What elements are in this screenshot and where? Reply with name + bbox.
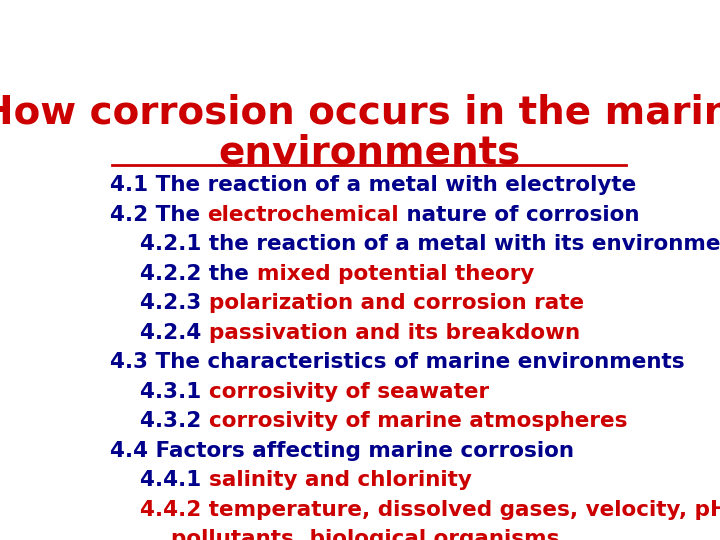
Text: 4.4 Factors affecting marine corrosion: 4.4 Factors affecting marine corrosion [109, 441, 574, 461]
Text: salinity and chlorinity: salinity and chlorinity [209, 470, 472, 490]
Text: corrosivity of marine atmospheres: corrosivity of marine atmospheres [209, 411, 627, 431]
Text: mixed potential theory: mixed potential theory [256, 264, 534, 284]
Text: passivation and its breakdown: passivation and its breakdown [209, 322, 580, 342]
Text: 4.2.2 the: 4.2.2 the [140, 264, 256, 284]
Text: 4.1 The reaction of a metal with electrolyte: 4.1 The reaction of a metal with electro… [109, 175, 636, 195]
Text: 4.2.1 the reaction of a metal with its environment: 4.2.1 the reaction of a metal with its e… [140, 234, 720, 254]
Text: 4.2.4: 4.2.4 [140, 322, 209, 342]
Text: polarization and corrosion rate: polarization and corrosion rate [209, 293, 584, 313]
Text: 4.3.1: 4.3.1 [140, 382, 209, 402]
Text: nature of corrosion: nature of corrosion [399, 205, 639, 225]
Text: 4.4.2 temperature, dissolved gases, velocity, pH,: 4.4.2 temperature, dissolved gases, velo… [140, 500, 720, 519]
Text: 4.2 The: 4.2 The [109, 205, 207, 225]
Text: 4.2.3: 4.2.3 [140, 293, 209, 313]
Text: pollutants, biological organisms: pollutants, biological organisms [171, 529, 559, 540]
Text: 4.4.1: 4.4.1 [140, 470, 209, 490]
Text: corrosivity of seawater: corrosivity of seawater [209, 382, 489, 402]
Text: How corrosion occurs in the marine: How corrosion occurs in the marine [0, 94, 720, 132]
Text: electrochemical: electrochemical [207, 205, 399, 225]
Text: 4.3 The characteristics of marine environments: 4.3 The characteristics of marine enviro… [109, 352, 684, 372]
Text: 4.3.2: 4.3.2 [140, 411, 209, 431]
Text: environments: environments [218, 133, 520, 171]
